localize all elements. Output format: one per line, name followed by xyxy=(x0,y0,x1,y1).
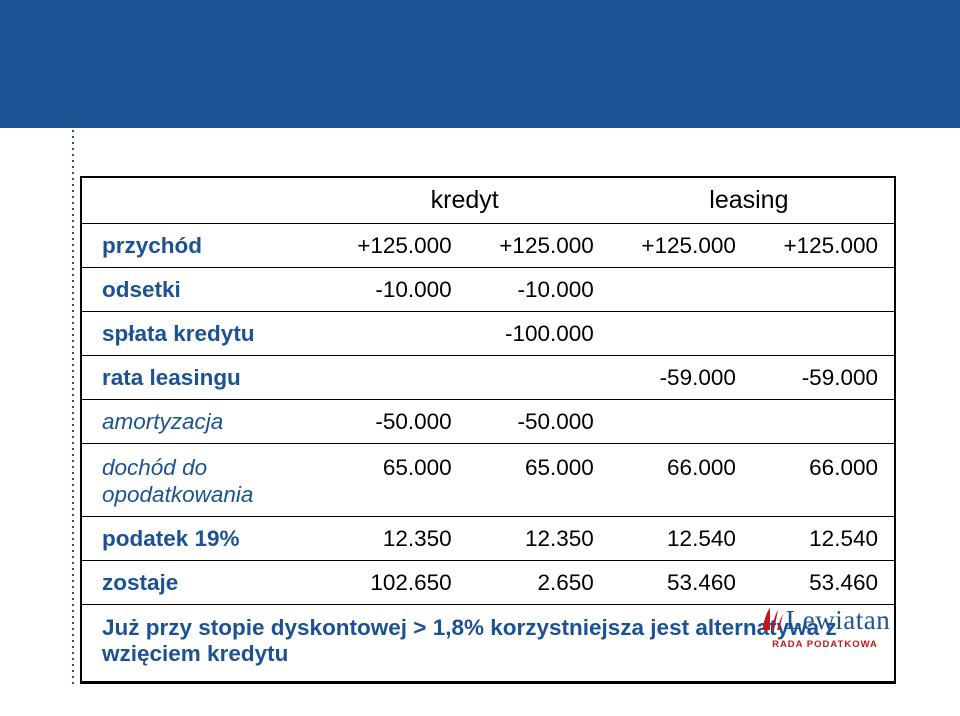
row-rata: rata leasingu -59.000 -59.000 xyxy=(82,356,894,400)
cell xyxy=(752,400,894,444)
label-line1: dochód do xyxy=(102,455,207,480)
cell xyxy=(468,356,610,400)
cell xyxy=(610,312,752,356)
cell: 12.350 xyxy=(468,517,610,561)
row-zostaje: zostaje 102.650 2.650 53.460 53.460 xyxy=(82,561,894,605)
cell: 66.000 xyxy=(752,444,894,517)
label-odsetki: odsetki xyxy=(82,268,326,312)
logo-main-text: Lewiatan xyxy=(740,605,910,639)
logo-text: Lewiatan xyxy=(786,605,890,635)
cell: 53.460 xyxy=(610,561,752,605)
lewiatan-logo: Lewiatan RADA PODATKOWA xyxy=(740,605,910,650)
label-line2: opodatkowania xyxy=(102,482,253,507)
row-odsetki: odsetki -10.000 -10.000 xyxy=(82,268,894,312)
header-kredyt: kredyt xyxy=(326,178,610,224)
cell xyxy=(326,356,468,400)
cell: 65.000 xyxy=(468,444,610,517)
row-przychod: przychód +125.000 +125.000 +125.000 +125… xyxy=(82,224,894,268)
cell: 2.650 xyxy=(468,561,610,605)
cell: 66.000 xyxy=(610,444,752,517)
cell: -59.000 xyxy=(752,356,894,400)
table-header-row: kredyt leasing xyxy=(82,178,894,224)
cell: -59.000 xyxy=(610,356,752,400)
header-leasing: leasing xyxy=(610,178,894,224)
dotted-rule xyxy=(70,128,76,684)
cell xyxy=(610,268,752,312)
sails-icon xyxy=(760,606,784,639)
cell: 65.000 xyxy=(326,444,468,517)
cell: +125.000 xyxy=(326,224,468,268)
cell: -100.000 xyxy=(468,312,610,356)
cell xyxy=(752,268,894,312)
cell: -10.000 xyxy=(468,268,610,312)
label-splata: spłata kredytu xyxy=(82,312,326,356)
cell: 12.540 xyxy=(752,517,894,561)
cell: -50.000 xyxy=(326,400,468,444)
cell: 102.650 xyxy=(326,561,468,605)
row-podatek: podatek 19% 12.350 12.350 12.540 12.540 xyxy=(82,517,894,561)
row-dochod: dochód do opodatkowania 65.000 65.000 66… xyxy=(82,444,894,517)
cell: 12.350 xyxy=(326,517,468,561)
header-empty xyxy=(82,178,326,224)
logo-sub-text: RADA PODATKOWA xyxy=(740,639,910,650)
cell xyxy=(610,400,752,444)
cell xyxy=(326,312,468,356)
cell: 12.540 xyxy=(610,517,752,561)
row-amortyzacja: amortyzacja -50.000 -50.000 xyxy=(82,400,894,444)
header-bar xyxy=(0,0,960,128)
cell: +125.000 xyxy=(752,224,894,268)
label-rata: rata leasingu xyxy=(82,356,326,400)
label-podatek: podatek 19% xyxy=(82,517,326,561)
label-przychod: przychód xyxy=(82,224,326,268)
label-dochod: dochód do opodatkowania xyxy=(82,444,326,517)
cell xyxy=(752,312,894,356)
cell: -10.000 xyxy=(326,268,468,312)
cell: +125.000 xyxy=(610,224,752,268)
label-zostaje: zostaje xyxy=(82,561,326,605)
row-splata: spłata kredytu -100.000 xyxy=(82,312,894,356)
slide-content: kredyt leasing przychód +125.000 +125.00… xyxy=(0,128,960,684)
cell: +125.000 xyxy=(468,224,610,268)
cell: 53.460 xyxy=(752,561,894,605)
label-amortyzacja: amortyzacja xyxy=(82,400,326,444)
cell: -50.000 xyxy=(468,400,610,444)
